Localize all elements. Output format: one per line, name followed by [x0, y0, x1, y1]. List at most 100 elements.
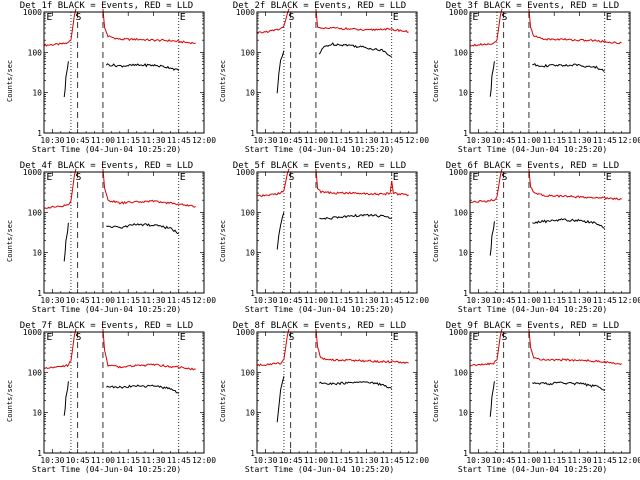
lld-series-line: [470, 328, 503, 367]
x-axis-label: Start Time (04-Jun-04 10:25:20): [244, 305, 395, 314]
event-marker-label: E: [180, 332, 186, 343]
data-series-group: [44, 328, 196, 416]
x-tick-label: 10:45: [492, 456, 516, 465]
chart-canvas: 1 10 100 1000 10:30 10:45 11:00 11:15 11:30 11:45…: [449, 328, 640, 465]
x-tick-label: 12:00: [405, 136, 429, 145]
x-tick-label: 11:00: [304, 456, 328, 465]
x-tick-label: 11:45: [167, 456, 191, 465]
events-series-line: [489, 61, 495, 97]
x-tick-label: 11:45: [380, 136, 404, 145]
plot-frame: [469, 331, 631, 454]
events-series-line: [318, 381, 392, 389]
event-marker-label: S: [501, 332, 507, 343]
x-tick-label: 12:00: [618, 136, 640, 145]
plot-frame: [256, 171, 418, 294]
y-tick-label: 1: [463, 449, 468, 458]
chart-panel: Det 7f BLACK = Events, RED = LLD Start Ti…: [0, 320, 216, 480]
events-series-line: [63, 222, 69, 262]
x-tick-label: 11:15: [116, 296, 140, 305]
y-tick-label: 100: [241, 208, 256, 217]
x-axis-label: Start Time (04-Jun-04 10:25:20): [31, 305, 182, 314]
x-axis-label: Start Time (04-Jun-04 10:25:20): [244, 145, 395, 154]
event-marker-label: E: [46, 12, 52, 23]
y-tick-label: 1000: [23, 328, 42, 337]
chart-title: Det 5f BLACK = Events, RED = LLD: [232, 161, 407, 171]
x-tick-label: 11:45: [593, 296, 617, 305]
x-tick-label: 10:45: [66, 296, 90, 305]
lld-series-line: [470, 168, 503, 204]
x-tick-label: 10:30: [40, 456, 64, 465]
x-tick-label: 10:45: [279, 296, 303, 305]
event-marker-label: E: [46, 172, 52, 183]
lld-series-line: [257, 168, 290, 198]
lld-series-line: [528, 8, 622, 45]
x-tick-label: 12:00: [618, 296, 640, 305]
plot-frame: [469, 171, 631, 294]
x-tick-label: 10:45: [66, 136, 90, 145]
plot-frame: [469, 11, 631, 134]
data-series-group: [257, 8, 409, 94]
x-tick-label: 10:45: [279, 136, 303, 145]
y-tick-label: 1000: [449, 168, 468, 177]
events-series-line: [63, 61, 69, 98]
lld-series-line: [102, 168, 196, 208]
events-series-line: [105, 63, 180, 72]
y-tick-label: 10: [245, 249, 255, 258]
y-tick-label: 100: [454, 48, 469, 57]
data-series-group: [257, 328, 409, 423]
events-series-line: [489, 381, 495, 417]
y-tick-label: 1000: [449, 8, 468, 17]
x-tick-label: 10:30: [253, 136, 277, 145]
x-axis-label: Start Time (04-Jun-04 10:25:20): [457, 305, 608, 314]
x-tick-label: 11:00: [91, 456, 115, 465]
chart-title: Det 7f BLACK = Events, RED = LLD: [19, 321, 194, 331]
event-marker-label: E: [393, 332, 399, 343]
y-tick-label: 10: [245, 89, 255, 98]
x-tick-label: 11:45: [380, 456, 404, 465]
x-tick-label: 11:30: [141, 296, 165, 305]
event-marker-label: E: [606, 172, 612, 183]
events-series-line: [318, 42, 392, 57]
x-tick-label: 11:45: [593, 136, 617, 145]
x-tick-label: 11:00: [517, 136, 541, 145]
x-tick-label: 11:30: [354, 296, 378, 305]
x-tick-label: 10:45: [492, 296, 516, 305]
y-tick-label: 10: [32, 249, 42, 258]
chart-title: Det 2f BLACK = Events, RED = LLD: [232, 1, 407, 11]
x-tick-label: 10:30: [253, 456, 277, 465]
data-series-group: [470, 168, 622, 256]
event-marker-label: E: [180, 172, 186, 183]
x-tick-label: 11:00: [304, 296, 328, 305]
x-tick-label: 11:30: [567, 296, 591, 305]
lld-series-line: [470, 8, 503, 47]
events-series-line: [532, 62, 605, 72]
event-marker-label: E: [606, 332, 612, 343]
x-tick-label: 11:00: [517, 456, 541, 465]
lld-series-line: [315, 328, 409, 364]
y-tick-label: 1000: [23, 8, 42, 17]
y-tick-label: 1: [463, 289, 468, 298]
data-series-group: [470, 8, 622, 97]
lld-series-line: [528, 328, 622, 365]
y-tick-label: 1: [250, 129, 255, 138]
chart-panel: Det 3f BLACK = Events, RED = LLD Start Ti…: [426, 0, 640, 160]
event-marker-label: E: [46, 332, 52, 343]
lld-series-line: [44, 328, 77, 370]
y-tick-label: 10: [32, 89, 42, 98]
x-tick-label: 11:00: [91, 136, 115, 145]
event-marker-label: S: [288, 12, 294, 23]
y-tick-label: 100: [241, 48, 256, 57]
x-tick-label: 10:45: [66, 456, 90, 465]
events-series-line: [276, 212, 285, 250]
lld-series-line: [315, 168, 409, 197]
chart-title: Det 9f BLACK = Events, RED = LLD: [445, 321, 620, 331]
event-marker-label: E: [606, 12, 612, 23]
x-axis-label: Start Time (04-Jun-04 10:25:20): [457, 145, 608, 154]
y-tick-label: 10: [32, 409, 42, 418]
chart-canvas: 1 10 100 1000 10:30 10:45 11:00 11:15 11:30 11:45…: [23, 168, 216, 305]
event-marker-label: S: [501, 172, 507, 183]
chart-panel: Det 4f BLACK = Events, RED = LLD Start Ti…: [0, 160, 216, 320]
y-tick-label: 10: [245, 409, 255, 418]
y-tick-label: 1: [37, 129, 42, 138]
y-tick-label: 100: [28, 368, 43, 377]
